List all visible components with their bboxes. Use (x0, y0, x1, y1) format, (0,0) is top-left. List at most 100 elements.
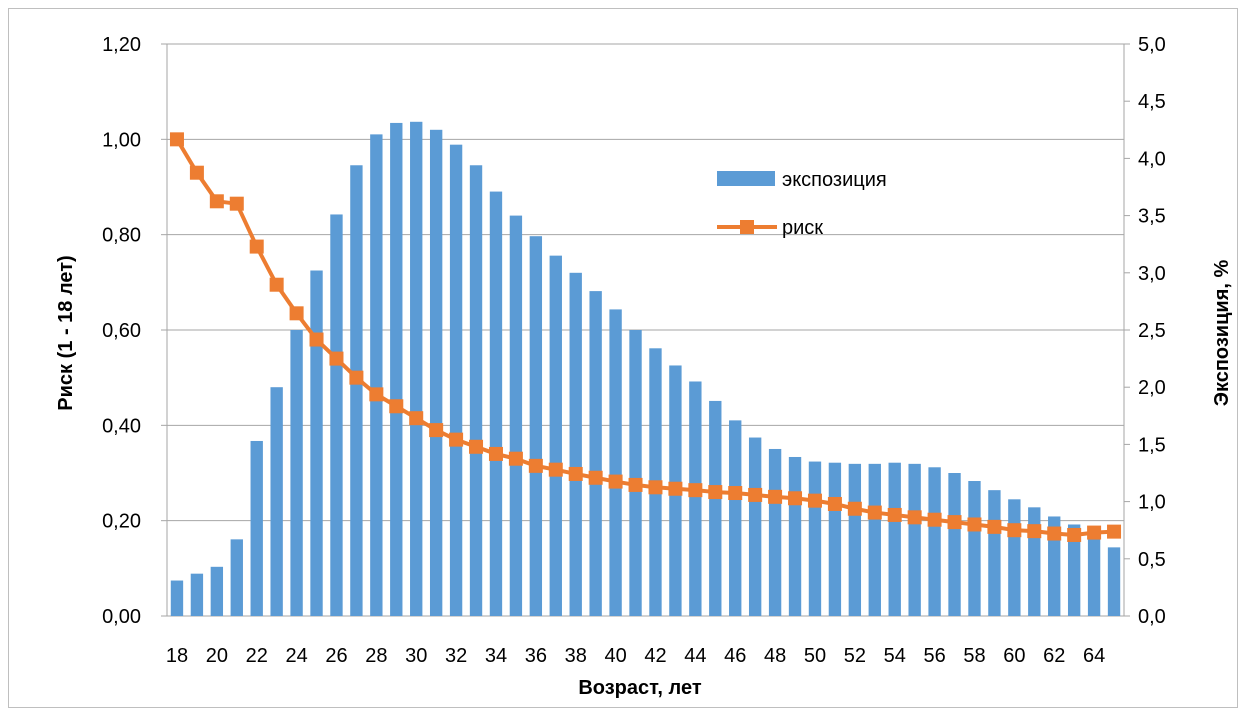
exposure-bar (888, 462, 901, 616)
exposure-bar (768, 448, 782, 616)
x-tick-label: 44 (684, 645, 706, 667)
x-tick-label: 54 (884, 645, 906, 667)
risk-marker (967, 517, 982, 532)
right-tick-label: 2,0 (1138, 377, 1166, 399)
risk-marker (548, 462, 563, 477)
exposure-bar (370, 134, 383, 616)
x-tick-label: 48 (764, 645, 786, 667)
exposure-bar (270, 387, 283, 616)
right-tick-label: 4,5 (1138, 91, 1166, 113)
exposure-bar (429, 129, 443, 617)
x-tick-label: 34 (485, 645, 507, 667)
risk-marker (469, 439, 484, 454)
exposure-bar (390, 122, 403, 616)
risk-marker (788, 491, 803, 506)
legend-label-risk: риск (782, 217, 823, 239)
risk-marker (1107, 524, 1122, 539)
x-tick-label: 50 (804, 645, 826, 667)
exposure-bar (729, 420, 742, 616)
x-axis-title: Возраст, лет (578, 677, 702, 699)
exposure-bar (709, 400, 722, 616)
right-tick-label: 1,5 (1138, 434, 1166, 456)
risk-marker (209, 194, 224, 209)
exposure-bar (788, 456, 802, 616)
exposure-bar (210, 566, 224, 616)
risk-marker (648, 480, 663, 495)
exposure-bar (948, 473, 961, 616)
legend-label-exposure: экспозиция (782, 169, 887, 191)
x-tick-label: 32 (445, 645, 467, 667)
risk-marker (1047, 526, 1062, 541)
risk-line (169, 132, 1122, 542)
right-tick-label: 5,0 (1138, 34, 1166, 56)
x-tick-label: 52 (844, 645, 866, 667)
exposure-bar (1107, 547, 1121, 616)
exposure-bar (1048, 516, 1061, 616)
exposure-bar (330, 214, 343, 616)
right-axis-title: Экспозиция, % (1211, 260, 1233, 407)
x-tick-label: 20 (206, 645, 228, 667)
left-tick-label: 0,20 (102, 511, 141, 533)
risk-marker (309, 332, 324, 347)
risk-marker (907, 510, 922, 525)
exposure-bar (1087, 532, 1101, 616)
x-tick-label: 26 (325, 645, 347, 667)
risk-marker (289, 306, 304, 321)
risk-marker (807, 493, 822, 508)
exposure-bar (828, 462, 842, 616)
risk-marker (449, 432, 464, 447)
exposure-bar (968, 481, 981, 616)
exposure-bar (808, 461, 822, 616)
exposure-bar (1067, 524, 1081, 616)
exposure-bar (549, 255, 562, 616)
exposure-bar (748, 437, 762, 616)
exposure-bar (350, 165, 363, 617)
risk-marker (608, 474, 623, 489)
exposure-bar (410, 121, 423, 617)
left-tick-label: 0,60 (102, 320, 141, 342)
exposure-bar (449, 144, 463, 616)
risk-marker (1027, 524, 1042, 539)
risk-marker (1087, 525, 1102, 540)
risk-marker (349, 370, 364, 385)
risk-marker (568, 466, 583, 481)
risk-marker (1007, 523, 1022, 538)
x-tick-label: 40 (604, 645, 626, 667)
right-tick-label: 2,5 (1138, 320, 1166, 342)
exposure-bar (689, 381, 702, 616)
risk-marker (488, 446, 503, 461)
risk-marker (947, 515, 962, 530)
risk-marker (369, 387, 384, 402)
risk-marker (827, 496, 842, 511)
risk-marker (269, 277, 284, 292)
risk-marker (508, 451, 523, 466)
exposure-bar (250, 440, 263, 616)
x-tick-label: 30 (405, 645, 427, 667)
x-tick-label: 58 (963, 645, 985, 667)
risk-marker (169, 132, 184, 147)
risk-marker (708, 485, 723, 500)
x-tick-label: 24 (285, 645, 307, 667)
exposure-bar (170, 580, 184, 616)
x-tick-label: 60 (1003, 645, 1025, 667)
risk-marker (189, 165, 204, 180)
x-tick-label: 28 (365, 645, 387, 667)
exposure-bar (489, 191, 503, 617)
risk-marker (688, 483, 703, 498)
risk-marker (668, 481, 683, 496)
right-axis-ticks: 0,0 0,5 1,0 1,5 2,0 2,5 3,0 3,5 4,0 4,5 5,0 (1124, 34, 1166, 628)
right-tick-label: 3,5 (1138, 206, 1166, 228)
risk-marker (867, 505, 882, 520)
right-tick-label: 3,0 (1138, 263, 1166, 285)
exposure-bar (310, 270, 323, 616)
risk-marker (329, 351, 344, 366)
exposure-bar (190, 573, 204, 616)
x-tick-label: 22 (246, 645, 268, 667)
exposure-bar (1008, 499, 1021, 616)
right-tick-label: 4,0 (1138, 148, 1166, 170)
legend-swatch-risk-marker (740, 220, 754, 234)
x-tick-label: 56 (923, 645, 945, 667)
x-tick-label: 62 (1043, 645, 1065, 667)
legend: экспозиция риск (717, 169, 887, 239)
exposure-bar (868, 463, 881, 616)
